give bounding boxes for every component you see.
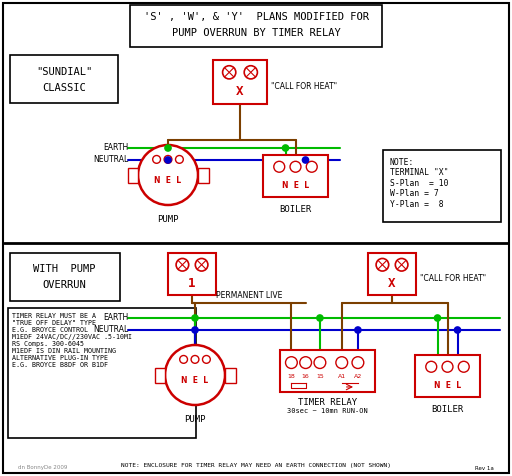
Text: NEUTRAL: NEUTRAL — [93, 326, 128, 335]
Bar — [225, 367, 236, 383]
Circle shape — [300, 357, 311, 368]
Circle shape — [442, 361, 453, 372]
Text: BOILER: BOILER — [280, 205, 312, 214]
Circle shape — [176, 258, 189, 271]
Text: 18: 18 — [288, 374, 295, 378]
Circle shape — [153, 156, 160, 163]
Text: EARTH: EARTH — [103, 143, 128, 152]
Circle shape — [336, 357, 348, 368]
Circle shape — [165, 145, 171, 151]
Bar — [198, 168, 208, 182]
Circle shape — [352, 357, 364, 368]
Text: BOILER: BOILER — [432, 405, 464, 414]
Bar — [130, 5, 382, 47]
Circle shape — [138, 145, 198, 205]
Bar — [155, 367, 165, 383]
Bar — [383, 150, 501, 222]
Text: PUMP: PUMP — [184, 415, 206, 424]
Text: CLASSIC: CLASSIC — [42, 83, 86, 93]
Text: N  E  L: N E L — [282, 181, 309, 190]
Circle shape — [192, 315, 198, 321]
Text: PUMP: PUMP — [157, 215, 179, 224]
Circle shape — [180, 356, 187, 363]
Circle shape — [355, 327, 361, 333]
Bar — [10, 253, 120, 301]
Text: "SUNDIAL": "SUNDIAL" — [36, 67, 92, 77]
Text: "CALL FOR HEAT": "CALL FOR HEAT" — [271, 82, 337, 91]
Text: X: X — [388, 277, 396, 290]
Circle shape — [395, 258, 408, 271]
Text: dn BonnyDe 2009: dn BonnyDe 2009 — [18, 466, 68, 470]
Text: 16: 16 — [302, 374, 310, 378]
Circle shape — [317, 315, 323, 321]
Circle shape — [164, 156, 172, 163]
Circle shape — [314, 357, 326, 368]
Text: TIMER RELAY: TIMER RELAY — [298, 398, 357, 407]
Text: 15: 15 — [316, 374, 324, 378]
Text: PUMP OVERRUN BY TIMER RELAY: PUMP OVERRUN BY TIMER RELAY — [172, 28, 340, 38]
Text: NEUTRAL: NEUTRAL — [93, 156, 128, 165]
Circle shape — [165, 157, 171, 163]
Text: "CALL FOR HEAT": "CALL FOR HEAT" — [420, 274, 486, 283]
Circle shape — [192, 327, 198, 333]
Circle shape — [435, 315, 440, 321]
Text: N  E  L: N E L — [181, 376, 208, 385]
Text: 1: 1 — [188, 277, 196, 290]
Text: PERMANENT LIVE: PERMANENT LIVE — [216, 291, 282, 300]
Circle shape — [191, 356, 199, 363]
Circle shape — [303, 157, 309, 163]
Circle shape — [426, 361, 437, 372]
Text: N  E  L: N E L — [434, 381, 461, 390]
Circle shape — [458, 361, 469, 372]
Circle shape — [286, 357, 297, 368]
Circle shape — [203, 356, 210, 363]
Text: NOTE: ENCLOSURE FOR TIMER RELAY MAY NEED AN EARTH CONNECTION (NOT SHOWN): NOTE: ENCLOSURE FOR TIMER RELAY MAY NEED… — [121, 463, 391, 467]
Circle shape — [176, 156, 183, 163]
Bar — [263, 155, 328, 197]
Text: A2: A2 — [354, 374, 362, 378]
Bar — [368, 253, 416, 295]
Text: NOTE:
TERMINAL "X"
S-Plan  = 10
W-Plan = 7
Y-Plan =  8: NOTE: TERMINAL "X" S-Plan = 10 W-Plan = … — [390, 158, 449, 208]
Bar — [127, 168, 138, 182]
Bar — [213, 60, 267, 104]
Text: X: X — [236, 85, 244, 98]
Text: TIMER RELAY MUST BE A
"TRUE OFF DELAY" TYPE
E.G. BROYCE CONTROL
M1EDF 24VAC/DC//: TIMER RELAY MUST BE A "TRUE OFF DELAY" T… — [12, 313, 132, 368]
Text: 30sec ~ 10mn RUN-ON: 30sec ~ 10mn RUN-ON — [287, 408, 368, 414]
Circle shape — [290, 161, 301, 172]
Circle shape — [455, 327, 460, 333]
Text: EARTH: EARTH — [103, 314, 128, 323]
Circle shape — [376, 258, 389, 271]
Text: N  E  L: N E L — [155, 176, 182, 185]
Circle shape — [283, 145, 288, 151]
Circle shape — [274, 161, 285, 172]
Circle shape — [306, 161, 317, 172]
Bar — [168, 253, 216, 295]
Text: WITH  PUMP: WITH PUMP — [33, 264, 95, 274]
Bar — [8, 308, 196, 438]
Text: OVERRUN: OVERRUN — [42, 280, 86, 290]
Circle shape — [244, 66, 258, 79]
Bar — [10, 55, 118, 103]
Circle shape — [223, 66, 236, 79]
Bar — [280, 350, 375, 392]
Text: Rev 1a: Rev 1a — [475, 466, 494, 470]
Text: A1: A1 — [338, 374, 346, 378]
Circle shape — [195, 258, 208, 271]
Circle shape — [165, 345, 225, 405]
Bar — [415, 355, 480, 397]
Text: 'S' , 'W', & 'Y'  PLANS MODIFIED FOR: 'S' , 'W', & 'Y' PLANS MODIFIED FOR — [143, 12, 369, 22]
